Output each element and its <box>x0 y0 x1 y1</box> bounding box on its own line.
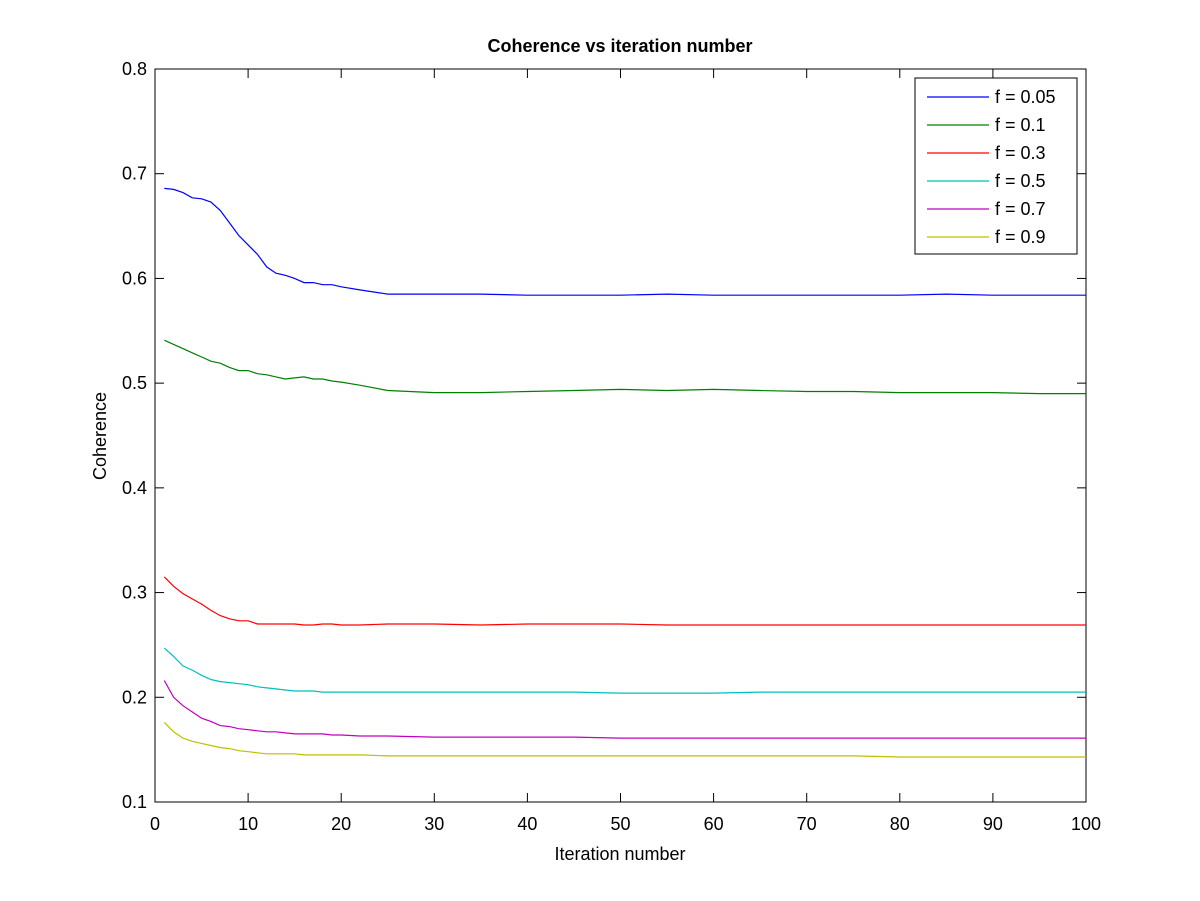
x-axis-label: Iteration number <box>554 844 685 864</box>
legend-entry: f = 0.5 <box>995 171 1046 191</box>
x-tick-label: 60 <box>704 814 724 834</box>
x-tick-label: 50 <box>610 814 630 834</box>
series-line <box>164 339 1086 395</box>
y-tick-label: 0.8 <box>122 59 147 79</box>
y-tick-label: 0.7 <box>122 164 147 184</box>
x-tick-label: 80 <box>890 814 910 834</box>
x-tick-label: 0 <box>150 814 160 834</box>
legend-box <box>914 77 1078 255</box>
series-line <box>163 647 1086 694</box>
series-line <box>163 721 1086 758</box>
x-tick-label: 10 <box>238 814 258 834</box>
y-tick-label: 0.1 <box>122 792 147 812</box>
x-tick-label: 90 <box>983 814 1003 834</box>
x-tick-label: 40 <box>517 814 537 834</box>
y-tick-label: 0.6 <box>122 268 147 288</box>
series-line <box>163 576 1086 626</box>
series-line <box>164 187 1086 296</box>
x-tick-label: 70 <box>797 814 817 834</box>
legend-entry: f = 0.05 <box>995 87 1056 107</box>
x-tick-label: 20 <box>331 814 351 834</box>
legend-entry: f = 0.9 <box>995 227 1046 247</box>
chart-title: Coherence vs iteration number <box>487 36 752 56</box>
legend-entry: f = 0.1 <box>995 115 1046 135</box>
x-tick-label: 100 <box>1071 814 1101 834</box>
x-tick-label: 30 <box>424 814 444 834</box>
y-tick-label: 0.4 <box>122 478 147 498</box>
legend: f = 0.05 f = 0.1 f = 0.3 f = 0.5 f = 0.7 f = … <box>914 77 1078 255</box>
y-tick-label: 0.5 <box>122 373 147 393</box>
y-axis-label: Coherence <box>90 392 110 480</box>
y-tick-label: 0.3 <box>122 583 147 603</box>
y-tick-label: 0.2 <box>122 687 147 707</box>
legend-entry: f = 0.3 <box>995 143 1046 163</box>
series-line <box>163 680 1086 739</box>
legend-entry: f = 0.7 <box>995 199 1046 219</box>
